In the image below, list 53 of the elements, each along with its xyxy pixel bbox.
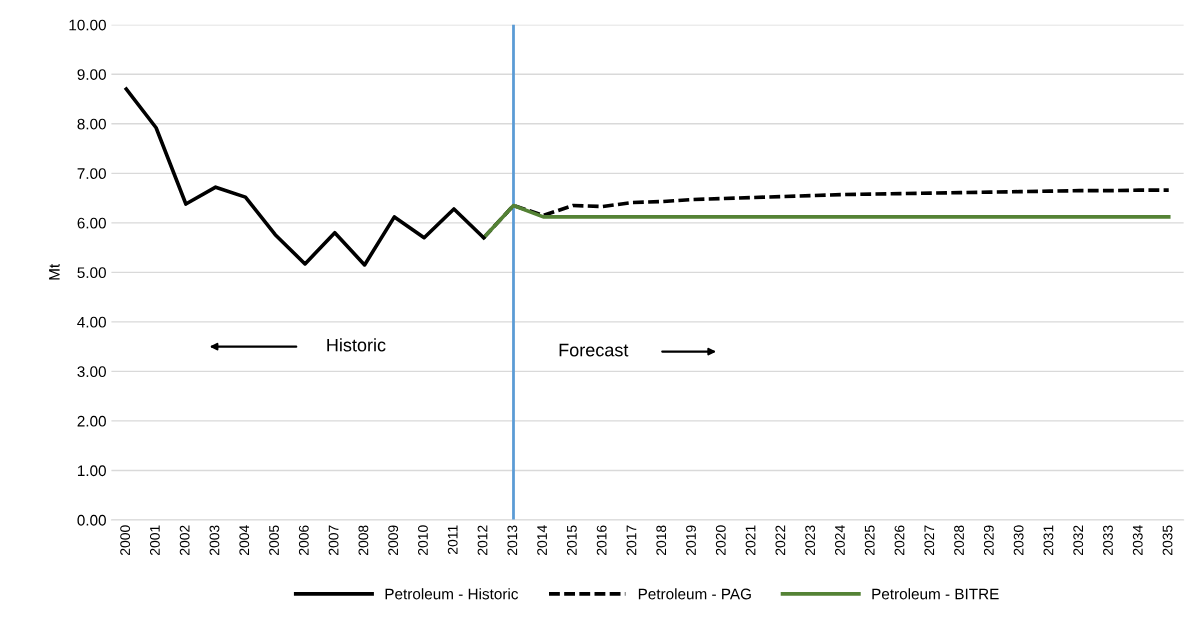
x-tick-label: 2035 [1162,525,1173,556]
x-tick-label: 2015 [566,525,577,556]
y-tick-label: 9.00 [77,69,106,80]
x-tick-label: 2016 [596,525,607,556]
y-tick-label: 6.00 [77,217,106,229]
x-tick-label: 2000 [120,525,131,556]
x-tick-label: 2034 [1132,525,1143,556]
x-tick-label: 2031 [1043,525,1054,556]
x-tick-label: 2003 [209,525,220,556]
legend-label: Petroleum - Historic [385,588,519,600]
x-tick-label: 2004 [239,525,250,556]
y-tick-label: 0.00 [77,514,106,526]
y-tick-label: 4.00 [77,316,106,328]
x-tick-label: 2028 [954,525,964,556]
x-tick-label: 2001 [149,525,160,556]
x-tick-label: 2027 [924,525,935,556]
x-tick-label: 2017 [626,525,637,556]
legend-label: Petroleum - PAG [638,588,751,600]
y-tick-label: 3.00 [77,366,106,378]
x-tick-label: 2019 [686,525,696,556]
x-tick-label: 2012 [477,525,488,556]
x-tick-label: 2025 [864,525,875,556]
x-tick-label: 2023 [805,525,816,556]
x-tick-label: 2024 [835,525,845,556]
x-tick-label: 2007 [328,525,339,556]
annotation: Forecast [559,343,629,357]
y-axis-title: Mt [49,263,60,280]
x-tick-label: 2009 [388,525,399,556]
x-tick-label: 2026 [894,525,905,556]
y-tick-label: 1.00 [77,465,106,477]
x-tick-label: 2013 [507,525,518,556]
x-tick-label: 2010 [418,525,428,556]
x-tick-label: 2018 [656,525,667,556]
x-tick-label: 2002 [179,525,190,556]
x-tick-label: 2020 [715,525,726,556]
x-tick-label: 2033 [1103,525,1113,556]
x-tick-label: 2014 [537,525,547,556]
x-tick-label: 2006 [298,525,309,556]
x-tick-label: 2011 [447,525,458,554]
annotation: Historic [327,338,386,352]
x-tick-label: 2005 [269,525,279,556]
y-tick-label: 2.00 [77,415,106,427]
y-tick-label: 5.00 [77,267,106,279]
x-tick-label: 2032 [1073,525,1084,556]
x-tick-label: 2022 [775,525,786,556]
x-tick-label: 2021 [745,525,756,556]
y-tick-label: 7.00 [77,168,106,180]
x-tick-label: 2030 [1013,525,1024,556]
legend-label: Petroleum - BITRE [872,588,999,600]
x-tick-label: 2008 [358,525,369,556]
x-tick-label: 2029 [983,525,994,556]
y-tick-label: 8.00 [77,118,106,130]
y-tick-label: 10.00 [69,19,106,31]
